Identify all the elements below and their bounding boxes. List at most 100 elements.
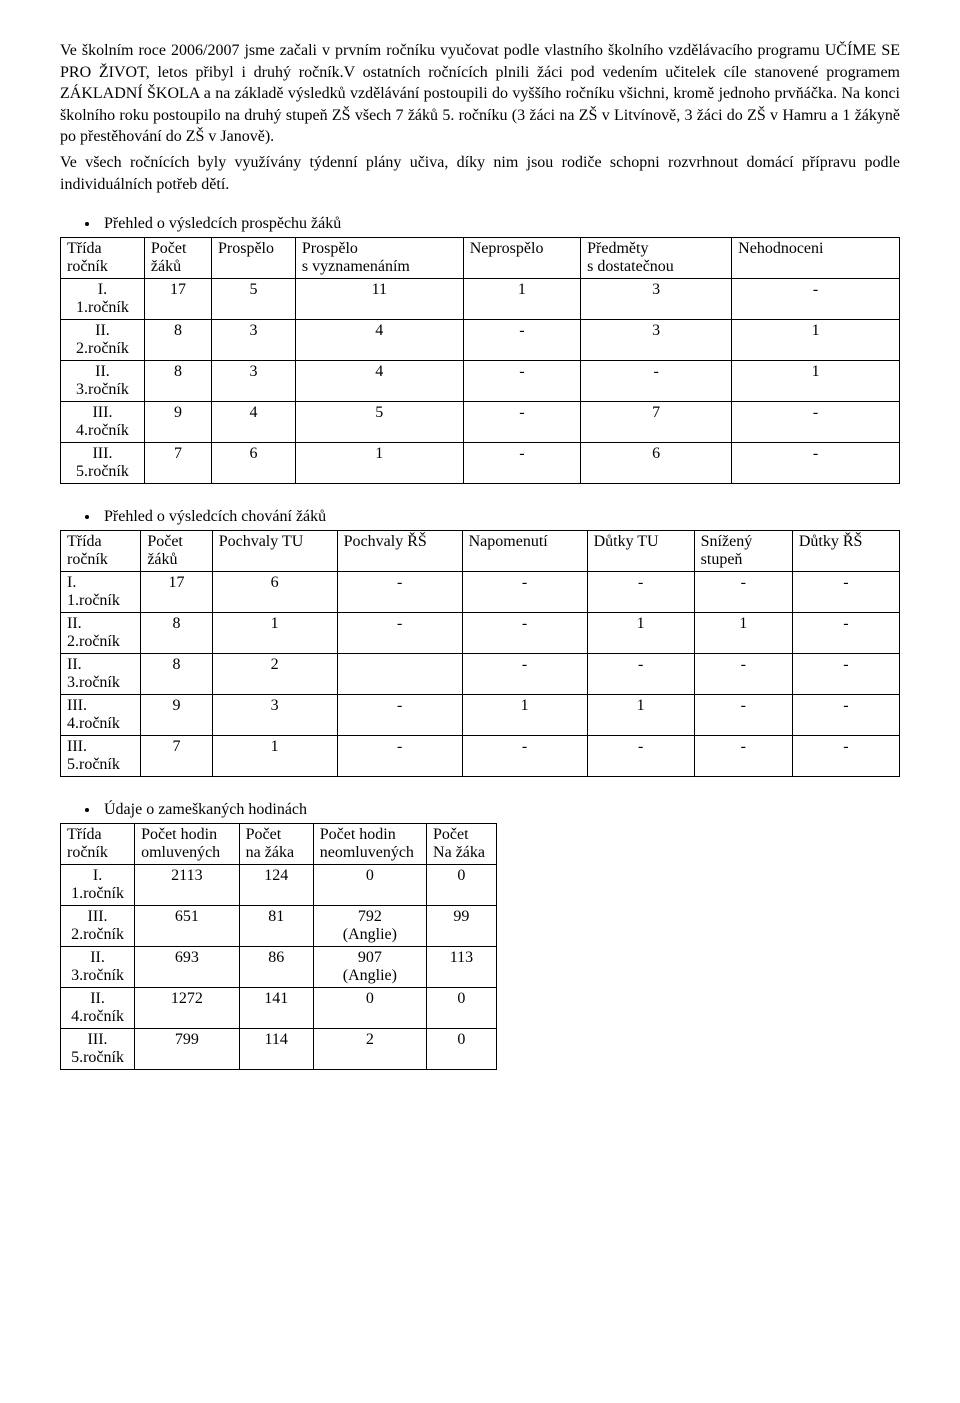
table-row: I. 1.ročník 2113 124 0 0 <box>61 865 497 906</box>
cell: 6 <box>212 572 337 613</box>
cell: 8 <box>144 320 211 361</box>
col-header: Prospělo s vyznamenáním <box>295 238 463 279</box>
cell: 17 <box>141 572 212 613</box>
cell: 0 <box>427 988 497 1029</box>
col-header: Snížený stupeň <box>694 531 792 572</box>
cell: - <box>462 736 587 777</box>
cell: 4 <box>212 402 296 443</box>
cell: - <box>792 654 899 695</box>
row-label: II. 3.ročník <box>61 361 145 402</box>
cell: 9 <box>141 695 212 736</box>
cell: 1 <box>587 613 694 654</box>
table-row: II. 4.ročník 1272 141 0 0 <box>61 988 497 1029</box>
cell: 8 <box>141 654 212 695</box>
row-label: II. 2.ročník <box>61 320 145 361</box>
cell: 141 <box>239 988 313 1029</box>
cell: 1 <box>732 320 900 361</box>
cell: - <box>587 736 694 777</box>
cell: - <box>694 654 792 695</box>
table-row: II. 2.ročník 8 1 - - 1 1 - <box>61 613 900 654</box>
cell: 5 <box>212 279 296 320</box>
cell: 7 <box>144 443 211 484</box>
cell: 81 <box>239 906 313 947</box>
cell: - <box>463 402 580 443</box>
table-chovani: Třída ročník Počet žáků Pochvaly TU Poch… <box>60 530 900 777</box>
cell: - <box>732 402 900 443</box>
section1-heading: Přehled o výsledcích prospěchu žáků <box>100 215 900 233</box>
section3-heading: Údaje o zameškaných hodinách <box>100 801 900 819</box>
cell: - <box>694 572 792 613</box>
table-row: III. 4.ročník 9 3 - 1 1 - - <box>61 695 900 736</box>
cell: - <box>792 736 899 777</box>
row-label: III. 5.ročník <box>61 736 141 777</box>
cell: 1 <box>212 736 337 777</box>
cell: 799 <box>135 1029 240 1070</box>
cell: 0 <box>313 865 426 906</box>
col-header: Pochvaly ŘŠ <box>337 531 462 572</box>
cell: - <box>581 361 732 402</box>
col-header: Počet hodin neomluvených <box>313 824 426 865</box>
table-row: II. 3.ročník 693 86 907 (Anglie) 113 <box>61 947 497 988</box>
table-header-row: Třída ročník Počet žáků Pochvaly TU Poch… <box>61 531 900 572</box>
cell: - <box>732 279 900 320</box>
cell: - <box>732 443 900 484</box>
table-row: III. 4.ročník 9 4 5 - 7 - <box>61 402 900 443</box>
row-label: II. 3.ročník <box>61 947 135 988</box>
cell: - <box>792 572 899 613</box>
col-header: Důtky ŘŠ <box>792 531 899 572</box>
cell: - <box>462 613 587 654</box>
table-header-row: Třída ročník Počet hodin omluvených Poče… <box>61 824 497 865</box>
cell: 1 <box>463 279 580 320</box>
cell: 9 <box>144 402 211 443</box>
row-label: II. 4.ročník <box>61 988 135 1029</box>
cell: 6 <box>212 443 296 484</box>
cell: 1 <box>732 361 900 402</box>
col-header: Počet hodin omluvených <box>135 824 240 865</box>
paragraph-2: Ve všech ročnících byly využívány týdenn… <box>60 152 900 195</box>
cell: - <box>694 736 792 777</box>
table-header-row: Třída ročník Počet žáků Prospělo Prospěl… <box>61 238 900 279</box>
cell: 0 <box>427 865 497 906</box>
cell: - <box>463 320 580 361</box>
row-label: III. 5.ročník <box>61 1029 135 1070</box>
col-header: Počet žáků <box>141 531 212 572</box>
cell: - <box>337 613 462 654</box>
paragraph-1: Ve školním roce 2006/2007 jsme začali v … <box>60 40 900 148</box>
cell: - <box>337 695 462 736</box>
cell: 2 <box>212 654 337 695</box>
cell: 8 <box>144 361 211 402</box>
table-row: I. 1.ročník 17 5 11 1 3 - <box>61 279 900 320</box>
cell: 3 <box>212 361 296 402</box>
cell: 3 <box>212 695 337 736</box>
col-header: Důtky TU <box>587 531 694 572</box>
row-label: III. 2.ročník <box>61 906 135 947</box>
section2-heading: Přehled o výsledcích chování žáků <box>100 508 900 526</box>
row-label: I. 1.ročník <box>61 279 145 320</box>
col-header: Třída ročník <box>61 238 145 279</box>
cell: - <box>694 695 792 736</box>
cell: - <box>337 736 462 777</box>
col-header: Neprospělo <box>463 238 580 279</box>
cell: 7 <box>141 736 212 777</box>
cell: - <box>587 572 694 613</box>
intro-paragraphs: Ve školním roce 2006/2007 jsme začali v … <box>60 40 900 195</box>
cell: - <box>462 654 587 695</box>
col-header: Třída ročník <box>61 824 135 865</box>
section3-bullet: Údaje o zameškaných hodinách <box>100 801 900 819</box>
col-header: Prospělo <box>212 238 296 279</box>
row-label: III. 5.ročník <box>61 443 145 484</box>
col-header: Nehodnoceni <box>732 238 900 279</box>
col-header: Předměty s dostatečnou <box>581 238 732 279</box>
cell: 6 <box>581 443 732 484</box>
cell: 99 <box>427 906 497 947</box>
cell: 2 <box>313 1029 426 1070</box>
col-header: Počet žáků <box>144 238 211 279</box>
cell: - <box>463 361 580 402</box>
cell: 651 <box>135 906 240 947</box>
cell: 4 <box>295 320 463 361</box>
col-header: Počet na žáka <box>239 824 313 865</box>
col-header: Počet Na žáka <box>427 824 497 865</box>
cell: 0 <box>313 988 426 1029</box>
cell: 792 (Anglie) <box>313 906 426 947</box>
cell: 3 <box>581 279 732 320</box>
